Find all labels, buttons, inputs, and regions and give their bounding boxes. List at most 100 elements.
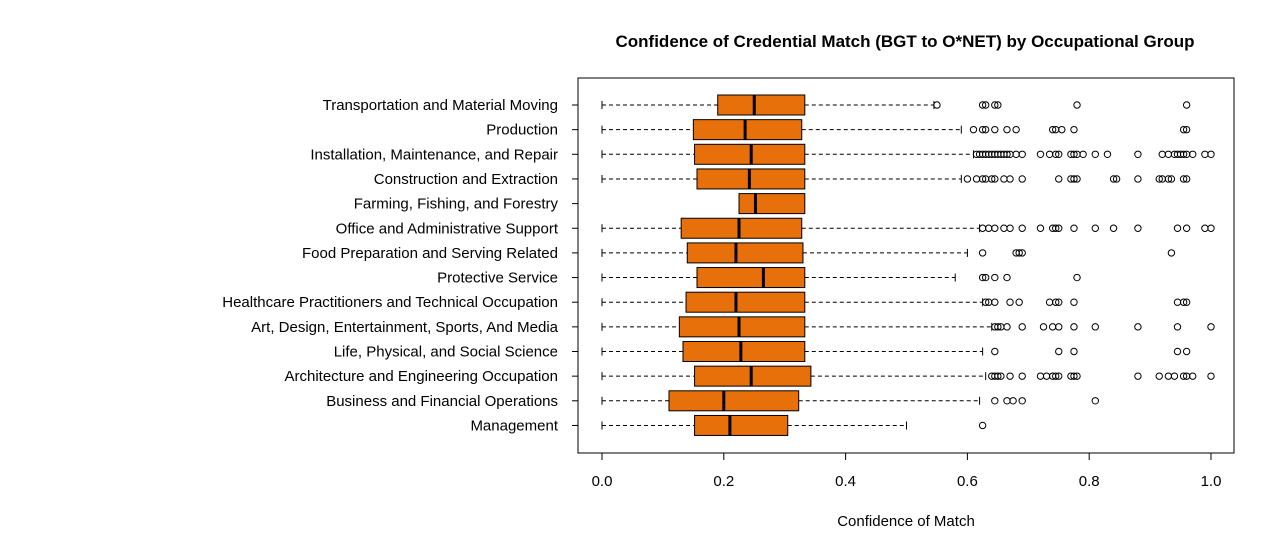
outlier-point (1006, 224, 1014, 232)
outlier-point (1134, 150, 1142, 159)
x-tick-label: 1.0 (1201, 473, 1222, 490)
outlier-point (978, 273, 987, 282)
category-label: Production (486, 122, 558, 139)
outlier-point (1167, 249, 1176, 257)
outlier-point (1003, 397, 1011, 405)
outlier-point (981, 298, 990, 306)
outlier-point (1134, 224, 1142, 232)
outlier-point (1003, 150, 1011, 159)
box-group (601, 143, 1215, 165)
outlier-point (994, 372, 1002, 380)
outlier-point (1179, 125, 1188, 134)
outlier-point (1070, 323, 1078, 331)
outlier-point (994, 323, 1002, 331)
outlier-point (1182, 224, 1191, 232)
outlier-point (991, 347, 999, 356)
outlier-point (1070, 347, 1078, 356)
category-label: Architecture and Engineering Occupation (284, 368, 558, 385)
outlier-point (1073, 273, 1081, 282)
outlier-point (1173, 323, 1182, 331)
outlier-point (1018, 249, 1026, 257)
outlier-point (978, 421, 987, 430)
outlier-point (1052, 150, 1060, 159)
outlier-point (1015, 249, 1023, 257)
category-label: Protective Service (437, 270, 558, 287)
outlier-point (1015, 298, 1023, 306)
outlier-point (978, 175, 987, 183)
outlier-point (1164, 175, 1173, 183)
outlier-point (1164, 372, 1173, 380)
box-group (601, 267, 1081, 289)
box-iqr (694, 414, 789, 436)
outlier-point (1055, 347, 1063, 356)
outlier-point (1070, 125, 1078, 134)
outlier-point (969, 125, 978, 134)
outlier-point (1048, 323, 1057, 331)
outlier-point (1182, 125, 1191, 134)
outlier-point (1073, 372, 1081, 380)
outlier-point (1070, 372, 1078, 380)
outlier-point (981, 125, 990, 134)
box-group (738, 193, 806, 215)
box-iqr (685, 291, 806, 313)
outlier-point (997, 372, 1005, 380)
outlier-point (1003, 125, 1011, 134)
box-group (601, 390, 1099, 412)
box-iqr (668, 390, 800, 412)
outlier-point (1179, 298, 1188, 306)
x-axis-label: Confidence of Match (837, 513, 975, 530)
x-tick-label: 0.0 (592, 473, 613, 490)
outlier-point (1091, 150, 1099, 159)
outlier-point (1006, 372, 1014, 380)
outlier-point (991, 175, 999, 183)
outlier-point (1073, 175, 1081, 183)
boxes-layer (601, 94, 1215, 436)
outlier-point (1018, 224, 1026, 232)
outlier-point (1036, 224, 1045, 232)
category-label: Life, Physical, and Social Science (334, 344, 558, 361)
outlier-point (1182, 175, 1191, 183)
x-tick-label: 0.6 (957, 473, 978, 490)
outlier-point (963, 175, 972, 183)
category-label: Healthcare Practitioners and Technical O… (222, 294, 558, 311)
outlier-point (1155, 372, 1163, 380)
category-label: Farming, Fishing, and Forestry (354, 196, 559, 213)
outlier-point (994, 101, 1002, 109)
outlier-point (1170, 372, 1179, 380)
outlier-point (991, 125, 999, 134)
outlier-point (1012, 125, 1020, 134)
outlier-point (1182, 347, 1191, 356)
outlier-point (1055, 150, 1063, 159)
outlier-point (1003, 323, 1011, 331)
box-group (601, 168, 1191, 190)
outlier-point (1048, 125, 1057, 134)
outlier-point (1091, 224, 1099, 232)
outlier-point (1173, 224, 1182, 232)
outlier-point (1055, 372, 1063, 380)
outlier-point (981, 101, 990, 109)
outlier-point (1000, 175, 1008, 183)
outlier-point (1091, 323, 1099, 331)
outlier-point (1045, 298, 1054, 306)
outlier-point (1134, 372, 1142, 380)
outlier-point (1003, 273, 1011, 282)
outlier-point (1182, 101, 1191, 109)
outlier-point (1109, 224, 1118, 232)
outlier-point (1042, 372, 1051, 380)
outlier-point (933, 101, 941, 109)
outlier-point (1207, 224, 1215, 232)
outlier-point (988, 175, 996, 183)
outlier-point (1182, 298, 1191, 306)
outlier-point (1134, 323, 1142, 331)
outlier-point (1189, 372, 1197, 380)
category-label: Art, Design, Entertainment, Sports, And … (251, 319, 558, 336)
outlier-point (1134, 175, 1142, 183)
outlier-point (1179, 175, 1188, 183)
outlier-point (1018, 372, 1026, 380)
outlier-point (981, 273, 990, 282)
outlier-point (1055, 298, 1063, 306)
outlier-point (1018, 397, 1026, 405)
category-label: Construction and Extraction (374, 171, 558, 188)
box-group (601, 119, 1191, 141)
box-iqr (686, 242, 804, 264)
